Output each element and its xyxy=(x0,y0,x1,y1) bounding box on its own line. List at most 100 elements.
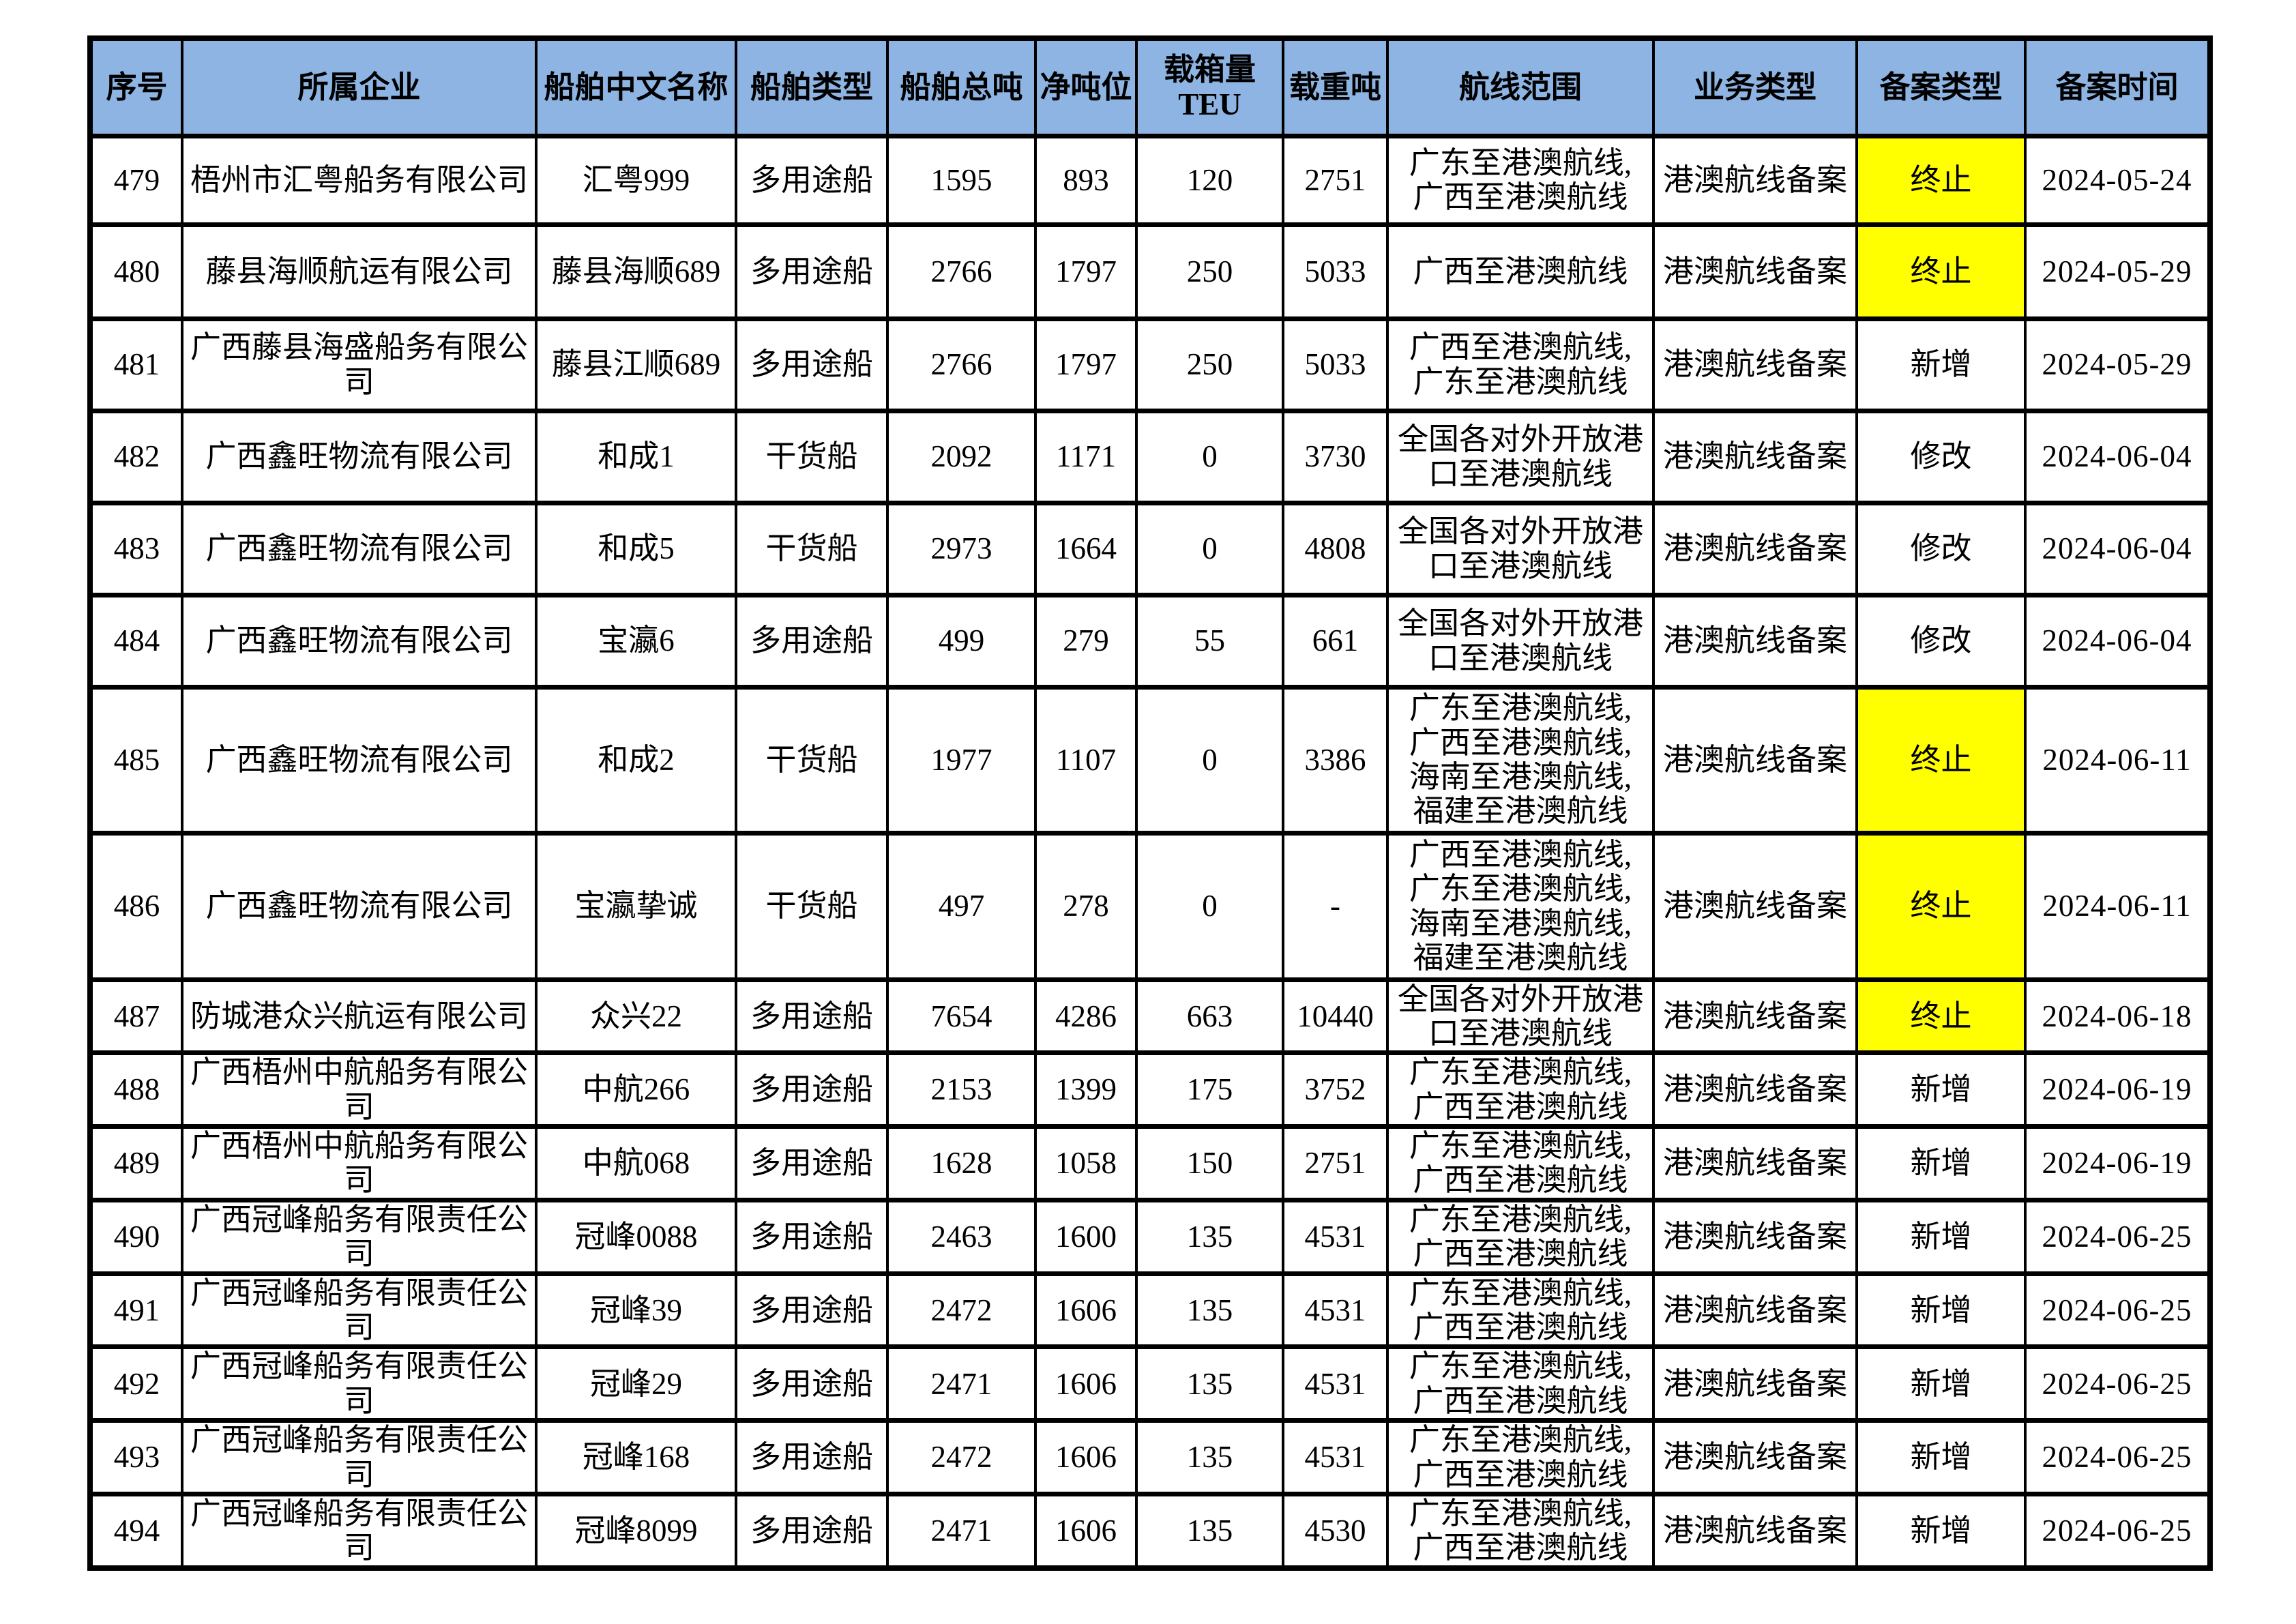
cell-gross_tonnage: 2471 xyxy=(886,1344,1037,1423)
cell-route: 广东至港澳航线, 广西至港澳航线 xyxy=(1386,1418,1655,1496)
cell-net_tonnage: 1058 xyxy=(1034,1124,1138,1202)
cell-business_type: 港澳航线备案 xyxy=(1652,1418,1858,1496)
cell-company: 梧州市汇粤船务有限公司 xyxy=(181,133,538,227)
cell-teu: 0 xyxy=(1135,408,1284,505)
cell-dwt: 3730 xyxy=(1282,408,1389,505)
cell-seq: 485 xyxy=(89,684,183,836)
cell-filing_date: 2024-06-25 xyxy=(2024,1418,2211,1496)
cell-dwt: 3386 xyxy=(1282,684,1389,836)
cell-teu: 0 xyxy=(1135,500,1284,597)
table-row: 483 广西鑫旺物流有限公司 和成5 干货船 2973 1664 0 4808 全国各对外开放港… xyxy=(89,500,2211,597)
cell-net_tonnage: 893 xyxy=(1034,133,1138,227)
column-header-company: 所属企业 xyxy=(181,35,538,138)
cell-net_tonnage: 1606 xyxy=(1034,1491,1138,1571)
cell-gross_tonnage: 2973 xyxy=(886,500,1037,597)
cell-net_tonnage: 1606 xyxy=(1034,1271,1138,1350)
cell-route: 广西至港澳航线, 广东至港澳航线, 海南至港澳航线, 福建至港澳航线 xyxy=(1386,830,1655,982)
cell-filing_type: 新增 xyxy=(1855,1124,2027,1202)
cell-ship_name: 汇粤999 xyxy=(535,133,737,227)
cell-net_tonnage: 279 xyxy=(1034,592,1138,690)
cell-ship_name: 中航068 xyxy=(535,1124,737,1202)
cell-filing_type: 新增 xyxy=(1855,1418,2027,1496)
cell-route: 广东至港澳航线, 广西至港澳航线 xyxy=(1386,133,1655,227)
cell-business_type: 港澳航线备案 xyxy=(1652,222,1858,321)
cell-company: 广西冠峰船务有限责任公司 xyxy=(181,1344,538,1423)
cell-company: 广西鑫旺物流有限公司 xyxy=(181,684,538,836)
cell-company: 广西鑫旺物流有限公司 xyxy=(181,592,538,690)
cell-ship_name: 藤县海顺689 xyxy=(535,222,737,321)
cell-ship_type: 多用途船 xyxy=(735,1050,889,1130)
cell-route: 广西至港澳航线, 广东至港澳航线 xyxy=(1386,316,1655,413)
cell-seq: 480 xyxy=(89,222,183,321)
cell-gross_tonnage: 2766 xyxy=(886,316,1037,413)
column-header-filing_date: 备案时间 xyxy=(2024,35,2211,138)
cell-route: 全国各对外开放港 口至港澳航线 xyxy=(1386,977,1655,1056)
cell-company: 广西冠峰船务有限责任公司 xyxy=(181,1418,538,1496)
cell-seq: 492 xyxy=(89,1344,183,1423)
cell-teu: 135 xyxy=(1135,1271,1284,1350)
column-header-ship_type: 船舶类型 xyxy=(735,35,889,138)
cell-gross_tonnage: 2471 xyxy=(886,1491,1037,1571)
table-row: 482 广西鑫旺物流有限公司 和成1 干货船 2092 1171 0 3730 全国各对外开放港… xyxy=(89,408,2211,505)
cell-seq: 491 xyxy=(89,1271,183,1350)
cell-dwt: 2751 xyxy=(1282,1124,1389,1202)
table-row: 493 广西冠峰船务有限责任公司 冠峰168 多用途船 2472 1606 135 4531 广… xyxy=(89,1418,2211,1496)
table-row: 494 广西冠峰船务有限责任公司 冠峰8099 多用途船 2471 1606 135 4530… xyxy=(89,1491,2211,1571)
cell-company: 广西梧州中航船务有限公司 xyxy=(181,1124,538,1202)
table-row: 485 广西鑫旺物流有限公司 和成2 干货船 1977 1107 0 3386 广东至港澳航线,… xyxy=(89,684,2211,836)
cell-dwt: 4531 xyxy=(1282,1418,1389,1496)
cell-business_type: 港澳航线备案 xyxy=(1652,684,1858,836)
table-row: 489 广西梧州中航船务有限公司 中航068 多用途船 1628 1058 150 2751 广… xyxy=(89,1124,2211,1202)
cell-dwt: 5033 xyxy=(1282,222,1389,321)
cell-filing_type: 新增 xyxy=(1855,316,2027,413)
cell-filing_date: 2024-06-25 xyxy=(2024,1197,2211,1276)
cell-net_tonnage: 1606 xyxy=(1034,1418,1138,1496)
cell-gross_tonnage: 1977 xyxy=(886,684,1037,836)
cell-gross_tonnage: 7654 xyxy=(886,977,1037,1056)
cell-route: 广东至港澳航线, 广西至港澳航线 xyxy=(1386,1197,1655,1276)
cell-gross_tonnage: 1595 xyxy=(886,133,1037,227)
cell-teu: 175 xyxy=(1135,1050,1284,1130)
cell-route: 广东至港澳航线, 广西至港澳航线 xyxy=(1386,1124,1655,1202)
cell-dwt: 5033 xyxy=(1282,316,1389,413)
table-row: 486 广西鑫旺物流有限公司 宝瀛挚诚 干货船 497 278 0- 广西至港澳航线, 广东至… xyxy=(89,830,2211,982)
cell-filing_date: 2024-06-19 xyxy=(2024,1124,2211,1202)
cell-seq: 494 xyxy=(89,1491,183,1571)
cell-company: 广西冠峰船务有限责任公司 xyxy=(181,1491,538,1571)
table-header-row: 序号 所属企业 船舶中文名称 船舶类型 船舶总吨 净吨位 载箱量TEU 载重吨 航线范围 业务类型… xyxy=(89,35,2211,138)
cell-dwt: 2751 xyxy=(1282,133,1389,227)
cell-company: 广西冠峰船务有限责任公司 xyxy=(181,1197,538,1276)
cell-filing_date: 2024-06-18 xyxy=(2024,977,2211,1056)
cell-filing_date: 2024-06-19 xyxy=(2024,1050,2211,1130)
cell-company: 广西冠峰船务有限责任公司 xyxy=(181,1271,538,1350)
cell-filing_date: 2024-06-25 xyxy=(2024,1271,2211,1350)
cell-filing_date: 2024-05-29 xyxy=(2024,316,2211,413)
cell-ship_name: 中航266 xyxy=(535,1050,737,1130)
cell-ship_type: 多用途船 xyxy=(735,1197,889,1276)
column-header-gross_tonnage: 船舶总吨 xyxy=(886,35,1037,138)
cell-filing_date: 2024-06-25 xyxy=(2024,1344,2211,1423)
cell-dwt: 4530 xyxy=(1282,1491,1389,1571)
table-row: 488 广西梧州中航船务有限公司 中航266 多用途船 2153 1399 175 3752 广… xyxy=(89,1050,2211,1130)
column-header-business_type: 业务类型 xyxy=(1652,35,1858,138)
cell-filing_date: 2024-06-04 xyxy=(2024,592,2211,690)
cell-route: 广东至港澳航线, 广西至港澳航线, 海南至港澳航线, 福建至港澳航线 xyxy=(1386,684,1655,836)
cell-gross_tonnage: 497 xyxy=(886,830,1037,982)
cell-filing-type-highlighted: 终止 xyxy=(1855,830,2027,982)
cell-filing_type: 新增 xyxy=(1855,1491,2027,1571)
cell-seq: 484 xyxy=(89,592,183,690)
cell-teu: 150 xyxy=(1135,1124,1284,1202)
cell-teu: 135 xyxy=(1135,1197,1284,1276)
cell-ship_type: 多用途船 xyxy=(735,1271,889,1350)
column-header-ship_name: 船舶中文名称 xyxy=(535,35,737,138)
cell-ship_name: 冠峰39 xyxy=(535,1271,737,1350)
cell-gross_tonnage: 499 xyxy=(886,592,1037,690)
cell-business_type: 港澳航线备案 xyxy=(1652,592,1858,690)
cell-filing_date: 2024-05-29 xyxy=(2024,222,2211,321)
cell-filing_type: 修改 xyxy=(1855,500,2027,597)
table-row: 479 梧州市汇粤船务有限公司 汇粤999 多用途船 1595 893 120 2751 广东至… xyxy=(89,133,2211,227)
cell-gross_tonnage: 2472 xyxy=(886,1271,1037,1350)
cell-business_type: 港澳航线备案 xyxy=(1652,500,1858,597)
cell-seq: 488 xyxy=(89,1050,183,1130)
cell-ship_type: 干货船 xyxy=(735,684,889,836)
